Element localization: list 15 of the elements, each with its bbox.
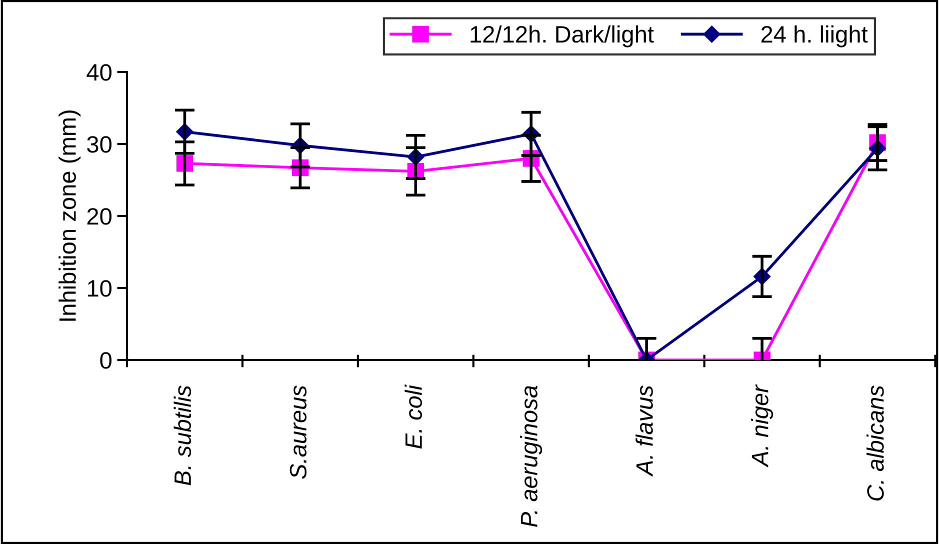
legend-label: 24 h. liight [761, 25, 868, 48]
x-tick-label: P. aeruginosa [520, 386, 542, 527]
y-tick-label: 30 [87, 136, 112, 153]
x-tick-label: A. flavus [636, 385, 653, 477]
y-tick-label: 0 [100, 352, 112, 369]
x-tick-label: C. albicans [866, 385, 884, 500]
x-tick-label: E. coli [404, 384, 422, 449]
x-tick-label: A. niger [751, 384, 774, 468]
y-tick-label: 10 [88, 280, 112, 297]
y-tick-label: 20 [87, 208, 112, 225]
legend-label: 12/12h. Dark/light [470, 25, 654, 48]
x-tick-label: B. subtilis [174, 385, 192, 486]
y-axis-title: Inhibition zone (mm) [58, 110, 81, 321]
y-tick-label: 40 [86, 64, 112, 81]
x-tick-label: S.aureus [290, 385, 307, 479]
